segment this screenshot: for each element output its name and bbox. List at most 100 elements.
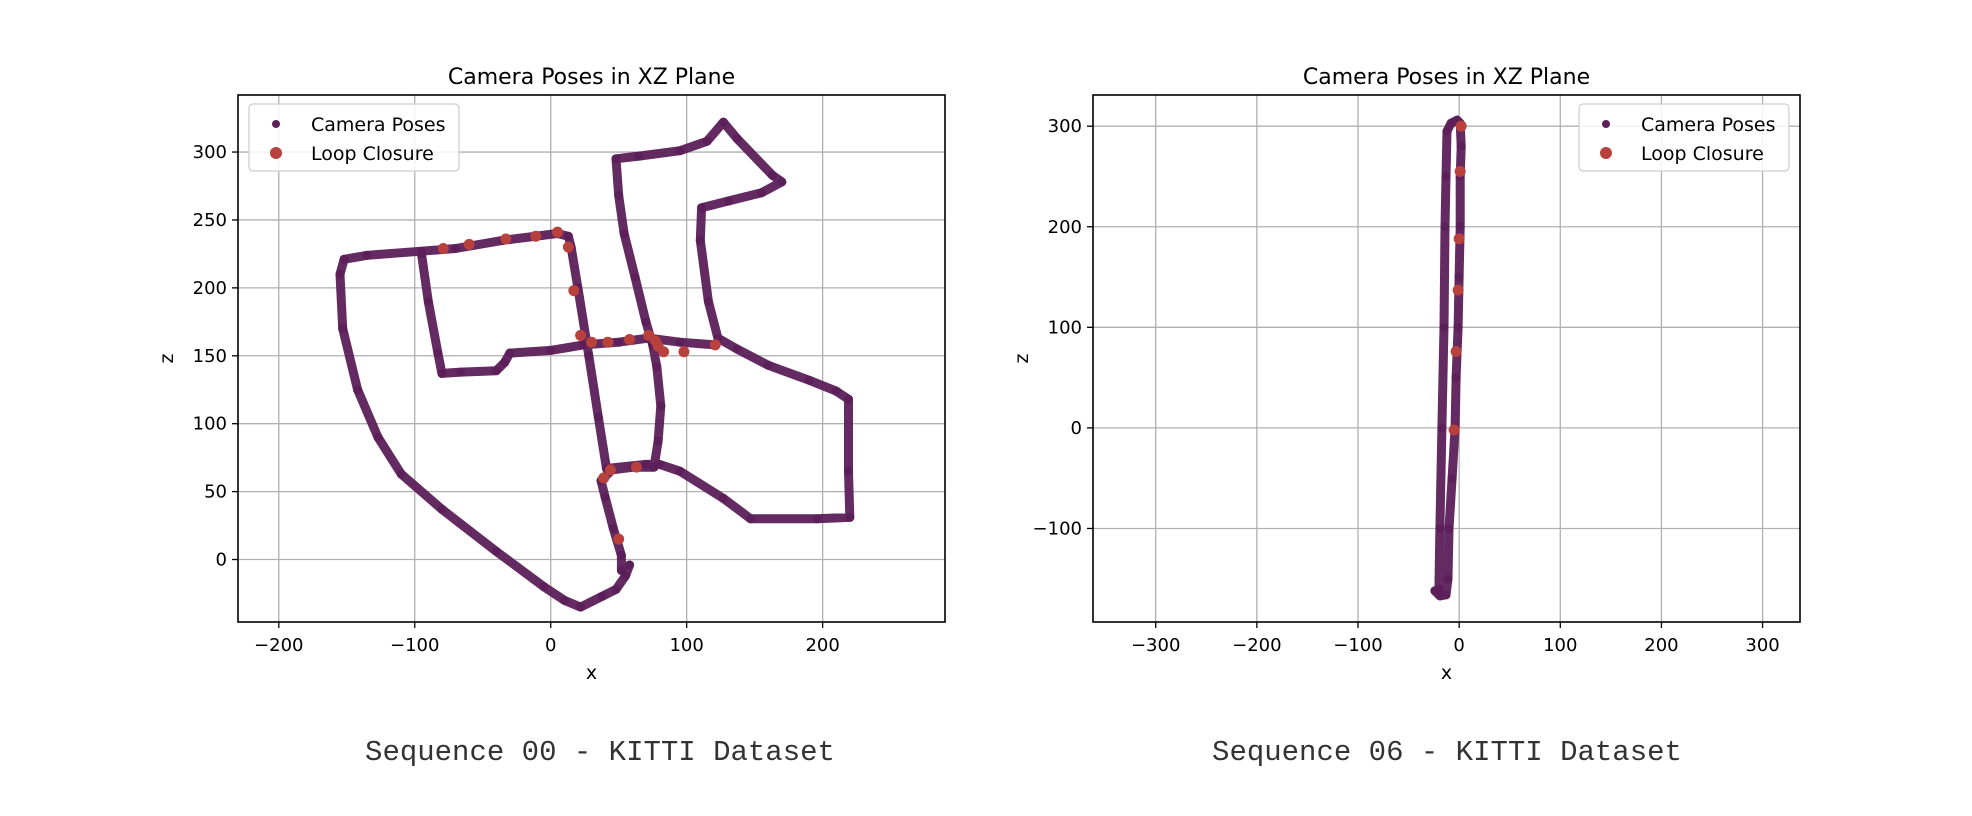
y-tick-label: 200	[1048, 217, 1082, 238]
y-tick-label: 100	[193, 414, 227, 435]
chart-sequence-06: −300 −200 −100 0 100 200 300 −100 0 100 200 300 Cam…	[1011, 65, 1801, 684]
camera-pose-point	[625, 560, 635, 570]
camera-pose-point	[652, 362, 662, 372]
camera-pose-point	[614, 337, 624, 347]
chart-sequence-00: −200 −100 0 100 200 0 50 100 150 200 250 300 Camera…	[156, 65, 946, 684]
camera-pose-point	[505, 348, 515, 358]
camera-pose-point	[777, 177, 787, 187]
axes-frame	[237, 94, 946, 623]
camera-pose-point	[756, 188, 766, 198]
loop-closure-point	[463, 238, 475, 250]
legend-label-camera-poses: Camera Poses	[1641, 114, 1776, 136]
camera-pose-point	[1453, 322, 1463, 332]
loop-closure-point	[552, 226, 564, 238]
camera-pose-point	[630, 272, 640, 282]
ticks: −200 −100 0 100 200 0 50 100 150 200 250 300	[193, 142, 840, 656]
loop-closure-point	[586, 336, 597, 348]
x-tick-label: −300	[1131, 635, 1180, 656]
camera-pose-point	[546, 345, 556, 355]
camera-pose-point	[1435, 523, 1445, 533]
legend-box	[248, 103, 460, 172]
camera-pose-point	[423, 296, 433, 306]
loop-closure-point	[630, 461, 642, 473]
x-tick-label: 100	[669, 635, 703, 656]
camera-pose-point	[608, 523, 618, 533]
camera-pose-point	[437, 368, 447, 378]
camera-pose-point	[1437, 423, 1447, 433]
camera-pose-point	[437, 504, 447, 514]
camera-pose-point	[353, 385, 363, 395]
caption-sequence-06: Sequence 06 - KITTI Dataset	[1212, 736, 1682, 769]
camera-pose-point	[656, 401, 666, 411]
x-tick-label: −100	[390, 635, 439, 656]
camera-pose-point	[491, 366, 501, 376]
legend: Camera Poses Loop Closure	[1578, 103, 1790, 172]
camera-pose-point	[675, 146, 685, 156]
camera-pose-point	[491, 546, 501, 556]
camera-pose-point	[812, 514, 822, 524]
loop-closure-point	[1450, 345, 1462, 357]
camera-pose-point	[619, 229, 629, 239]
x-axis-label: x	[586, 662, 597, 684]
camera-pose-point	[697, 203, 707, 213]
loop-closure-point	[1453, 233, 1465, 245]
camera-pose-point	[600, 492, 610, 502]
camera-pose-point	[614, 191, 624, 201]
caption-sequence-00: Sequence 00 - KITTI Dataset	[365, 736, 835, 769]
camera-pose-point	[653, 436, 663, 446]
legend-marker-camera-poses	[1602, 120, 1610, 128]
y-tick-label: 50	[204, 482, 227, 503]
legend-box	[1578, 103, 1790, 172]
camera-pose-point	[724, 196, 734, 206]
camera-pose-point	[702, 136, 712, 146]
loop-closure-point	[678, 346, 690, 358]
camera-pose-point	[539, 582, 549, 592]
loop-closure-point	[1454, 165, 1466, 177]
camera-pose-point	[746, 514, 756, 524]
camera-pose-point	[703, 296, 713, 306]
x-tick-label: 0	[1453, 635, 1464, 656]
camera-pose-point	[843, 466, 853, 476]
camera-pose-point	[559, 595, 569, 605]
camera-pose-point	[845, 512, 855, 522]
loop-closure-point	[1455, 120, 1467, 132]
camera-pose-point	[641, 459, 651, 469]
y-axis-label: z	[156, 353, 178, 363]
camera-pose-point	[597, 591, 607, 601]
loop-closure-point	[530, 230, 542, 242]
camera-pose-point	[335, 269, 345, 279]
x-tick-label: −100	[1333, 635, 1382, 656]
camera-pose-point	[417, 249, 427, 259]
camera-pose-point	[1456, 141, 1466, 151]
loop-closure-series	[437, 226, 721, 545]
loop-closure-point	[709, 339, 721, 351]
camera-pose-point	[499, 358, 509, 368]
camera-pose-point	[611, 154, 621, 164]
axes-frame	[1092, 94, 1801, 623]
chart-title: Camera Poses in XZ Plane	[448, 65, 735, 90]
loop-closure-point	[500, 233, 512, 245]
legend-label-camera-poses: Camera Poses	[311, 114, 446, 136]
camera-pose-point	[831, 386, 841, 396]
loop-closure-point	[575, 329, 587, 341]
camera-pose-point	[843, 394, 853, 404]
y-tick-label: 300	[193, 142, 227, 163]
camera-pose-point	[1447, 473, 1457, 483]
camera-pose-point	[1444, 523, 1454, 533]
camera-pose-point	[1454, 272, 1464, 282]
camera-pose-point	[1451, 373, 1461, 383]
camera-pose-point	[718, 117, 728, 127]
camera-pose-point	[695, 235, 705, 245]
y-axis-label: z	[1011, 353, 1033, 363]
camera-pose-point	[584, 351, 594, 361]
x-tick-label: −200	[1232, 635, 1281, 656]
camera-pose-point	[763, 360, 773, 370]
camera-pose-point	[339, 254, 349, 264]
camera-pose-point	[1442, 126, 1452, 136]
camera-pose-point	[675, 466, 685, 476]
loop-closure-point	[598, 472, 610, 484]
y-tick-label: 250	[193, 210, 227, 231]
camera-pose-point	[576, 602, 586, 612]
loop-closure-point	[1448, 424, 1460, 436]
